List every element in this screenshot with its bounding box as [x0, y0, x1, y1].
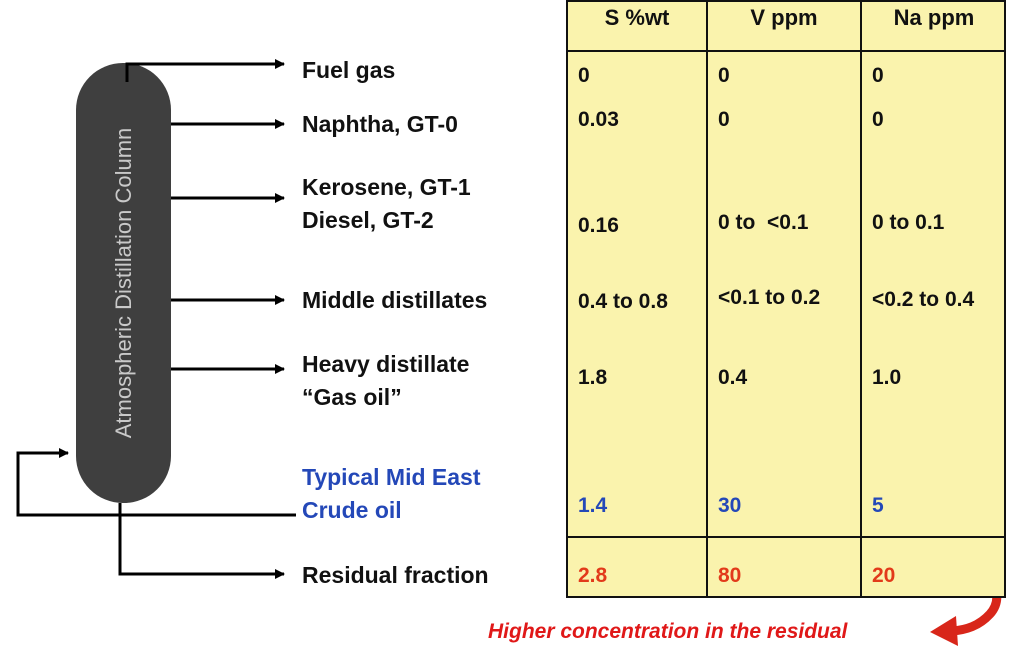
- concentration-table: S %wt V ppm Na ppm 0 0 0 0.03 0 0 0.16 0…: [566, 0, 1006, 598]
- table-cell: 0 to <0.1: [718, 211, 809, 234]
- crude-feed-line: [16, 448, 296, 517]
- column-divider: [706, 2, 708, 596]
- stream-fuel-gas: Fuel gas: [302, 57, 396, 83]
- residual-divider: [568, 536, 1004, 538]
- stream-naphtha: Naphtha, GT-0: [302, 111, 458, 137]
- table-cell: 0: [718, 64, 730, 87]
- table-cell: 0: [578, 64, 590, 87]
- stream-middle-distillates: Middle distillates: [302, 287, 488, 313]
- residual-arrow: [118, 503, 285, 579]
- table-cell: 2.8: [578, 564, 608, 587]
- stream-crude-oil: Typical Mid East Crude oil: [302, 464, 481, 523]
- stream-heavy-distillate: Heavy distillate “Gas oil”: [302, 351, 470, 410]
- header-divider: [568, 50, 1004, 52]
- header-sodium: Na ppm: [893, 5, 975, 30]
- table-cell: 20: [872, 564, 896, 587]
- residual-note: Higher concentration in the residual: [488, 620, 848, 643]
- header-vanadium: V ppm: [750, 5, 818, 30]
- table-cell: 0.4 to 0.8: [578, 290, 668, 313]
- table-cell: 80: [718, 564, 742, 587]
- table-cell: <0.1 to 0.2: [718, 286, 821, 309]
- table-cell: 5: [872, 494, 884, 517]
- table-cell: 0.4: [718, 366, 748, 389]
- table-cell: 0.03: [578, 108, 619, 131]
- table-cell: 0: [872, 64, 884, 87]
- header-sulfur: S %wt: [604, 5, 670, 30]
- stream-residual-fraction: Residual fraction: [302, 562, 489, 588]
- table-cell: <0.2 to 0.4: [872, 288, 975, 311]
- table-cell: 0: [872, 108, 884, 131]
- column-label: Atmospheric Distillation Column: [111, 128, 136, 439]
- distillation-column: [76, 63, 171, 503]
- stream-kerosene-diesel: Kerosene, GT-1 Diesel, GT-2: [302, 174, 471, 233]
- table-cell: 30: [718, 494, 742, 517]
- table-cell: 1.4: [578, 494, 608, 517]
- column-divider: [860, 2, 862, 596]
- table-cell: 1.0: [872, 366, 902, 389]
- table-cell: 0 to 0.1: [872, 211, 945, 234]
- table-cell: 0.16: [578, 214, 619, 237]
- table-cell: 0: [718, 108, 730, 131]
- fuel-gas-arrow: [125, 59, 285, 82]
- table-cell: 1.8: [578, 366, 608, 389]
